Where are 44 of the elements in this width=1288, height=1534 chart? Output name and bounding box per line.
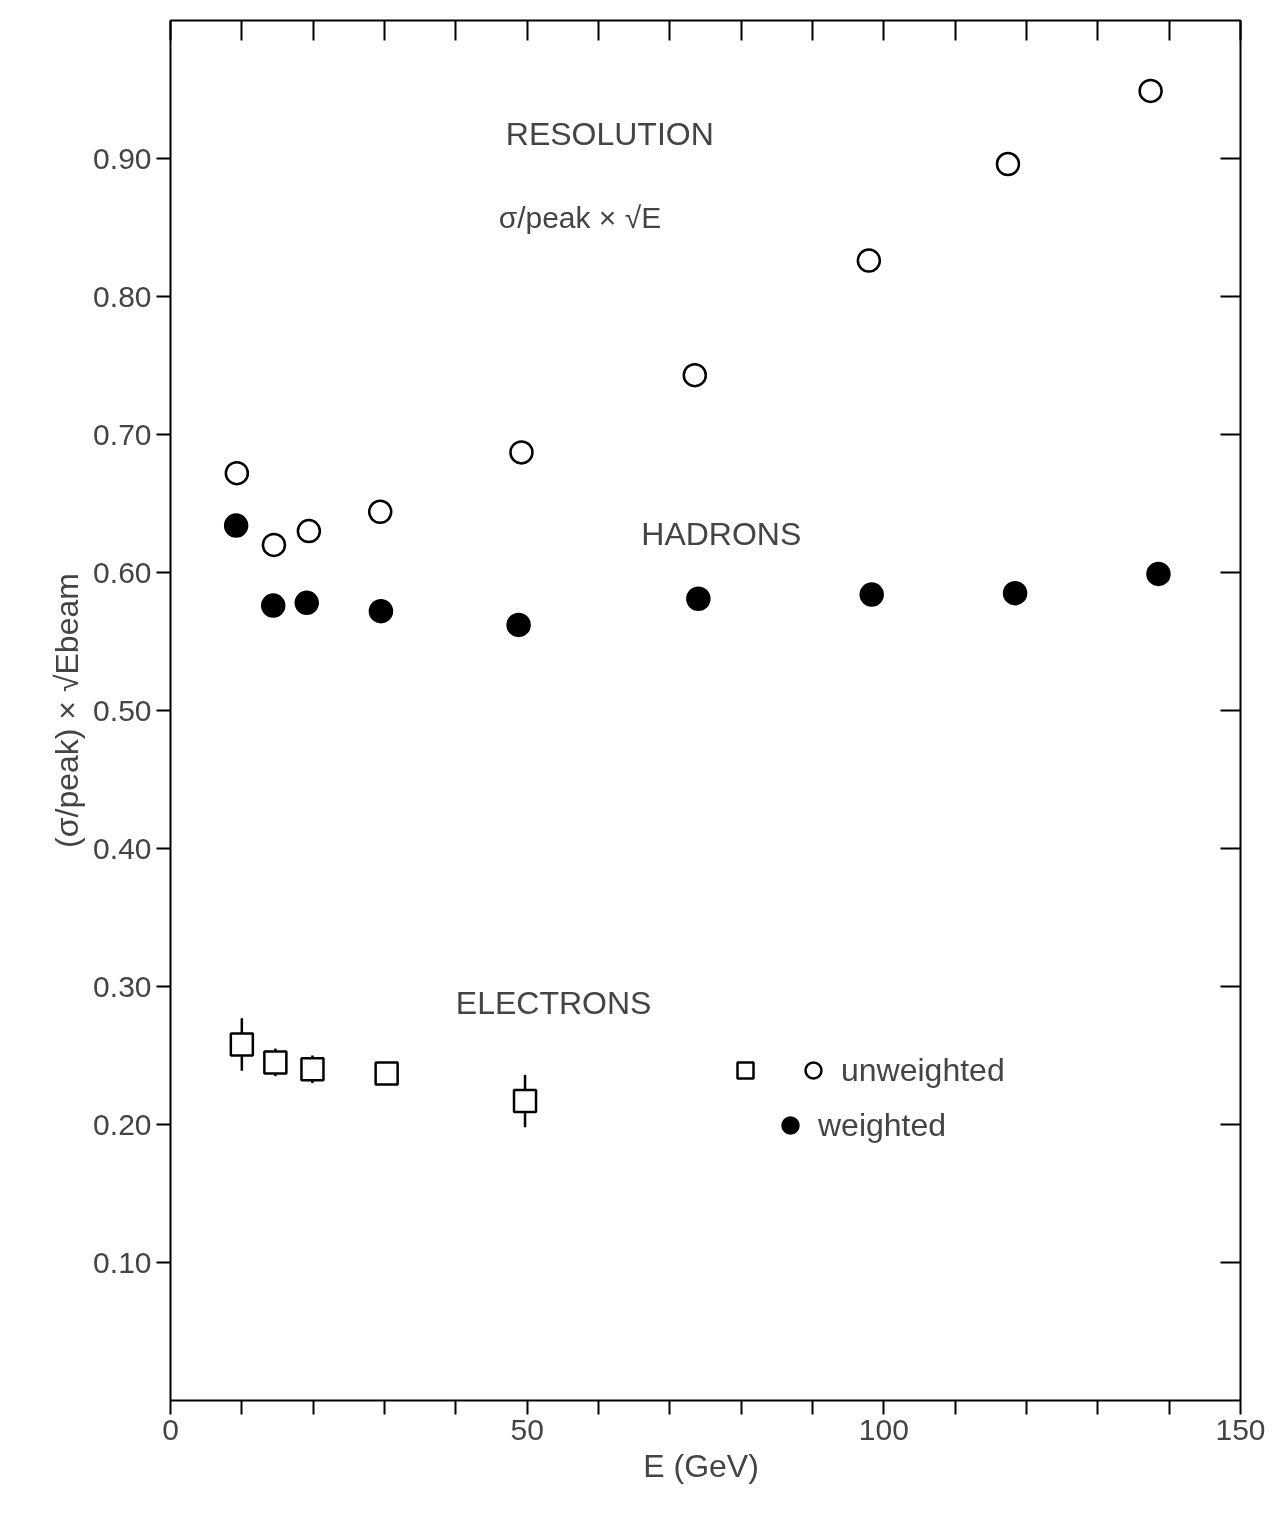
x-tick-label: 100 [858,1412,909,1446]
point [263,1050,288,1075]
point [294,590,319,616]
y-tick-label: 0.80 [93,279,152,313]
point [995,151,1021,177]
point [859,582,884,607]
legend-label: weighted [818,1106,947,1144]
y-tick-label: 0.40 [93,831,152,865]
point [229,1032,255,1057]
legend-label: unweighted [841,1051,1005,1089]
annotation: ELECTRONS [455,985,652,1021]
point [509,440,534,465]
y-tick-label: 0.60 [93,555,152,589]
point [367,499,393,525]
x-tick-label: 0 [162,1412,179,1446]
point [682,362,708,388]
point [368,598,394,624]
point [296,518,322,544]
point [1002,580,1028,606]
point [686,586,711,611]
point [223,513,249,538]
x-axis-title: E (GeV) [643,1447,759,1484]
annotation: RESOLUTION [505,115,714,152]
point [260,593,286,618]
x-tick-label: 150 [1215,1412,1266,1446]
x-tick-label: 50 [510,1412,544,1446]
y-tick-label: 0.30 [93,969,152,1003]
annotation: σ/peak × √E [498,201,662,235]
point [1146,561,1171,587]
y-tick-label: 0.50 [93,693,152,727]
point [300,1057,325,1082]
point [1138,78,1163,104]
y-tick-label: 0.70 [93,417,152,451]
point [374,1061,399,1086]
point [856,248,882,273]
y-tick-label: 0.20 [93,1107,152,1141]
point [512,1088,538,1114]
point [261,532,287,558]
point [224,460,250,486]
point [506,612,531,638]
y-tick-label: 0.10 [93,1245,152,1279]
annotation: HADRONS [641,515,802,552]
y-axis-title: (σ/peak) × √Ebeam [49,573,86,848]
y-tick-label: 0.90 [93,141,152,175]
